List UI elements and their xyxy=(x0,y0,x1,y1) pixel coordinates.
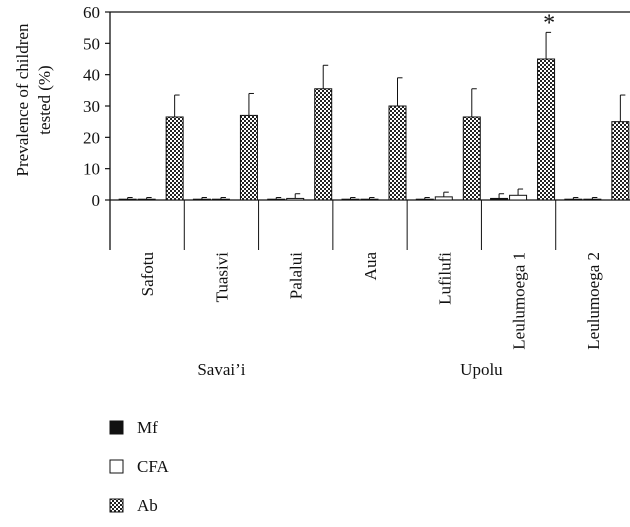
bar-ab-0 xyxy=(165,116,184,201)
group-label-0: Savai’i xyxy=(197,360,245,379)
legend-swatch-cfa xyxy=(109,459,124,474)
island-group-labels: Savai’i Upolu xyxy=(197,360,503,379)
x-tick-label-1: Tuasivi xyxy=(212,252,231,303)
y-tick-label: 10 xyxy=(83,160,100,179)
bar-ab-4 xyxy=(462,116,481,201)
x-tick-label-2: Palalui xyxy=(287,252,306,299)
legend-swatch-mf xyxy=(109,420,124,435)
y-axis-title: Prevalence of children tested (%) xyxy=(13,23,54,176)
x-tick-label-0: Safotu xyxy=(138,252,157,297)
legend-label-ab: Ab xyxy=(137,496,158,515)
legend-swatch-ab xyxy=(109,498,124,513)
y-axis-title-line-2: tested (%) xyxy=(35,65,54,134)
bar-cfa-5 xyxy=(509,194,528,201)
x-tick-label-6: Leulumoega 2 xyxy=(584,252,603,350)
bar-ab-5 xyxy=(537,58,556,201)
y-tick-label: 50 xyxy=(83,34,100,53)
y-tick-label: 40 xyxy=(83,66,100,85)
bar-mf-5 xyxy=(490,197,509,201)
bar-ab-1 xyxy=(239,114,258,201)
bar-ab-3 xyxy=(388,105,407,201)
x-tick-label-5: Leulumoega 1 xyxy=(510,252,529,350)
y-axis-label: Prevalence of children tested (%) xyxy=(13,23,54,176)
x-tick-label-4: Lufilufi xyxy=(435,252,454,305)
bar-cfa-4 xyxy=(434,196,453,201)
y-tick-label: 60 xyxy=(83,3,100,22)
bar-ab-6 xyxy=(611,121,630,201)
legend-label-cfa: CFA xyxy=(137,457,170,476)
bar-cfa-2 xyxy=(286,197,305,201)
significance-marker: * xyxy=(543,10,555,36)
x-tick-label-3: Aua xyxy=(361,252,380,281)
x-tick-labels: Safotu Tuasivi Palalui Aua Lufilufi Leulumoeg… xyxy=(138,252,603,350)
y-tick-label: 0 xyxy=(92,191,101,210)
bar-ab-2 xyxy=(314,88,333,201)
legend-label-mf: Mf xyxy=(137,418,158,437)
legend: Mf CFA Ab xyxy=(109,418,170,515)
bars: * xyxy=(118,10,630,201)
y-tick-label: 20 xyxy=(83,128,100,147)
group-label-1: Upolu xyxy=(460,360,503,379)
y-tick-label: 30 xyxy=(83,97,100,116)
y-axis-title-line-1: Prevalence of children xyxy=(13,23,32,176)
